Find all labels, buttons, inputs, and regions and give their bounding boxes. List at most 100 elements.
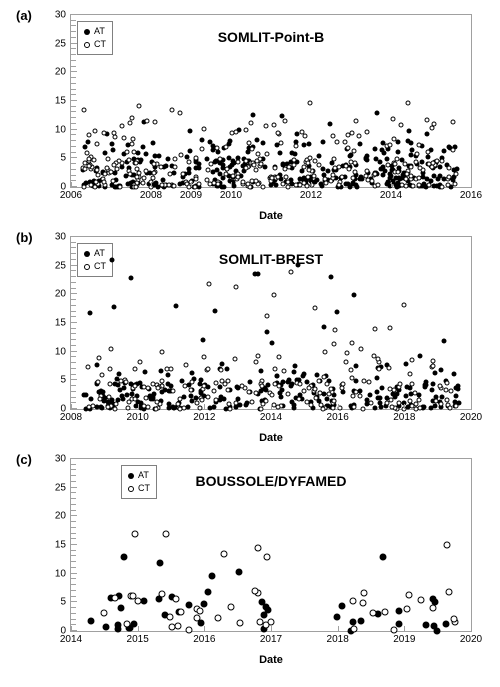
ct-point [367,380,372,385]
ct-point [453,404,458,409]
ct-point [184,363,189,368]
at-point [124,393,129,398]
at-point [378,160,383,165]
ct-point [244,127,249,132]
at-point [219,361,224,366]
ytick-label: 25 [55,38,66,49]
at-point [270,341,275,346]
ct-point [269,175,274,180]
ct-point [219,379,224,384]
ct-point [110,179,115,184]
ct-point [133,161,138,166]
at-point [384,157,389,162]
xtick-label: 2010 [220,190,242,201]
ct-point [312,306,317,311]
ct-point [348,159,353,164]
ct-point [194,400,199,405]
ct-point [151,176,156,181]
at-point [205,157,210,162]
ct-point [93,179,98,184]
xtick-label: 2017 [260,634,282,645]
at-point [111,148,116,153]
ct-point [271,292,276,297]
at-point [442,339,447,344]
ct-point [95,172,100,177]
ct-point [453,171,458,176]
at-point [263,165,268,170]
ct-point [439,158,444,163]
ct-point [95,379,100,384]
xtick-label: 2012 [193,412,215,423]
ct-point [183,384,188,389]
at-point [254,138,259,143]
ct-point [263,553,270,560]
at-point [314,372,319,377]
ytick-label: 15 [55,540,66,551]
xtick-label: 2016 [193,634,215,645]
panel-b: (b) Diff Aᴛ or Cᴛ (µmol kg⁻¹) SOMLIT-BRE… [10,226,490,448]
at-point [325,396,330,401]
at-point [296,262,301,267]
ct-point [351,393,356,398]
ytick-label: 25 [55,482,66,493]
ct-point [92,184,97,189]
ct-point [126,405,131,410]
ct-point [170,389,175,394]
at-point [417,354,422,359]
ct-point [134,597,141,604]
at-point [393,183,398,188]
ct-point [262,622,269,629]
ct-point [228,406,233,411]
ct-point [390,116,395,121]
ct-point [296,396,301,401]
at-point [143,370,148,375]
ct-point [283,119,288,124]
ct-point [107,366,112,371]
ct-point [445,589,452,596]
ct-point [128,171,133,176]
ct-point [206,281,211,286]
at-point [185,154,190,159]
at-point [114,621,121,628]
ct-point [159,165,164,170]
ct-point [164,366,169,371]
at-point [211,169,216,174]
ct-point [332,399,337,404]
at-point [218,171,223,176]
ct-point [350,175,355,180]
ct-point [353,118,358,123]
at-point [404,362,409,367]
at-point [317,154,322,159]
ct-point [180,171,185,176]
ct-point [105,157,110,162]
ct-point [112,406,117,411]
ct-point [417,166,422,171]
at-point [453,394,458,399]
ct-point [173,164,178,169]
ct-point [352,405,357,410]
ct-point [390,626,397,633]
ct-point [407,398,412,403]
at-point [364,156,369,161]
ct-point [236,619,243,626]
ct-point [351,149,356,154]
ct-point [193,156,198,161]
at-point [430,381,435,386]
ct-point [448,406,453,411]
ct-point [85,365,90,370]
ct-point [154,399,159,404]
at-point [144,152,149,157]
ct-point [112,130,117,135]
at-point [152,154,157,159]
ct-point [206,367,211,372]
ct-point [169,366,174,371]
ct-point [399,122,404,127]
ct-point [444,380,449,385]
at-point [302,143,307,148]
ct-point [158,591,165,598]
ct-point [435,159,440,164]
ct-point [177,608,184,615]
ct-point [411,183,416,188]
ct-point [351,625,358,632]
ct-point [285,184,290,189]
